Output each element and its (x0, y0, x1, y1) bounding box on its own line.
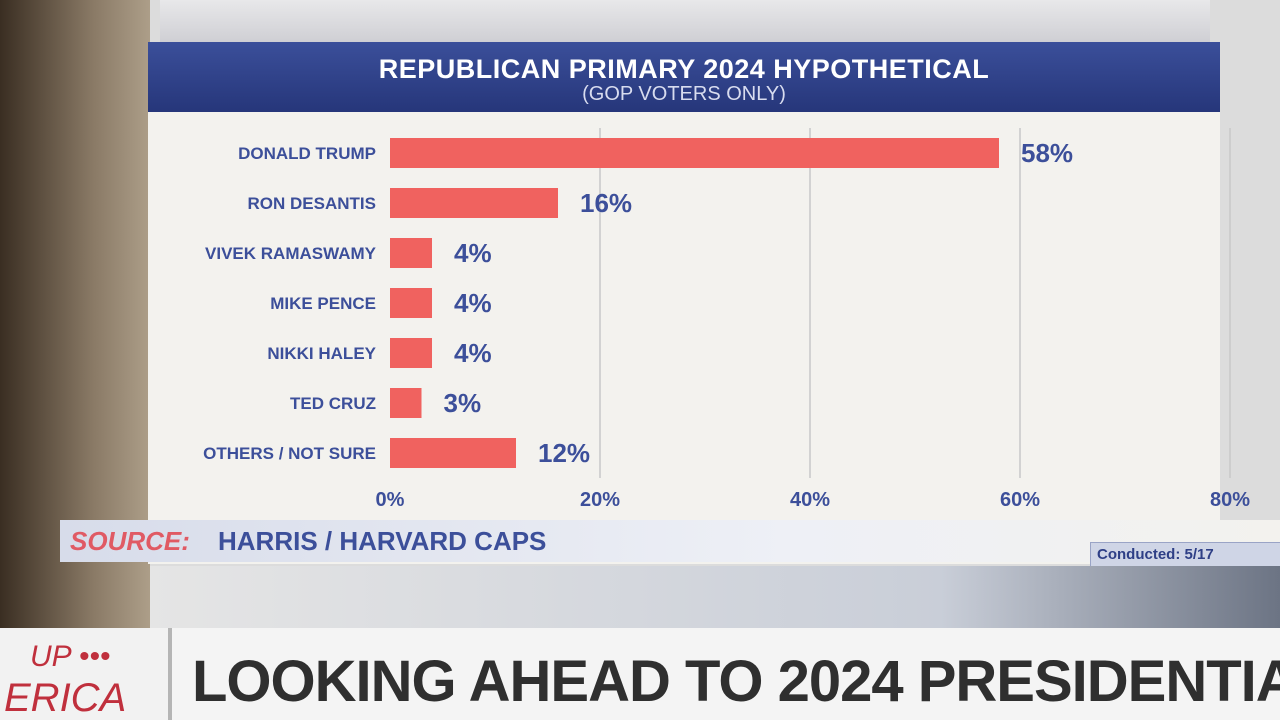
show-logo: UP ••• ERICA (0, 628, 170, 720)
top-strip (160, 0, 1210, 42)
value-label: 4% (454, 288, 492, 318)
ticker-headline: LOOKING AHEAD TO 2024 PRESIDENTIAL (172, 628, 1280, 720)
value-label: 16% (580, 188, 632, 218)
source-value: HARRIS / HARVARD CAPS (218, 526, 547, 556)
bar (390, 388, 422, 418)
headline-text: LOOKING AHEAD TO 2024 PRESIDENTIAL (192, 649, 1280, 714)
logo-bottom-text: ERICA (4, 676, 127, 720)
bar (390, 238, 432, 268)
x-tick-label: 80% (1210, 489, 1250, 511)
conducted-date: Conducted: 5/17 (1090, 542, 1280, 568)
category-label: TED CRUZ (290, 394, 376, 413)
chart-panel (148, 42, 1220, 564)
bar (390, 338, 432, 368)
chart-title: REPUBLICAN PRIMARY 2024 HYPOTHETICAL (378, 54, 990, 84)
ticker-divider (168, 628, 172, 720)
bar (390, 288, 432, 318)
x-tick-label: 60% (1000, 489, 1040, 511)
value-label: 58% (1021, 138, 1073, 168)
x-tick-label: 40% (790, 489, 830, 511)
chart-header: REPUBLICAN PRIMARY 2024 HYPOTHETICAL (GO… (148, 42, 1220, 112)
bar (390, 188, 558, 218)
chart-subtitle: (GOP VOTERS ONLY) (582, 83, 786, 105)
category-label: MIKE PENCE (270, 294, 376, 313)
logo-top-text: UP ••• (30, 640, 111, 673)
category-label: NIKKI HALEY (267, 344, 376, 363)
category-label: VIVEK RAMASWAMY (205, 244, 377, 263)
bar (390, 438, 516, 468)
value-label: 4% (454, 338, 492, 368)
x-tick-label: 0% (376, 489, 405, 511)
source-label: SOURCE: (70, 526, 190, 556)
x-tick-label: 20% (580, 489, 620, 511)
source-bar: SOURCE: HARRIS / HARVARD CAPS (60, 520, 1280, 562)
category-label: OTHERS / NOT SURE (203, 444, 376, 463)
category-label: RON DESANTIS (248, 194, 376, 213)
monitor-bezel (0, 0, 170, 720)
lower-band (150, 566, 1280, 630)
category-label: DONALD TRUMP (238, 144, 376, 163)
value-label: 12% (538, 438, 590, 468)
bar (390, 138, 999, 168)
value-label: 4% (454, 238, 492, 268)
value-label: 3% (444, 388, 482, 418)
